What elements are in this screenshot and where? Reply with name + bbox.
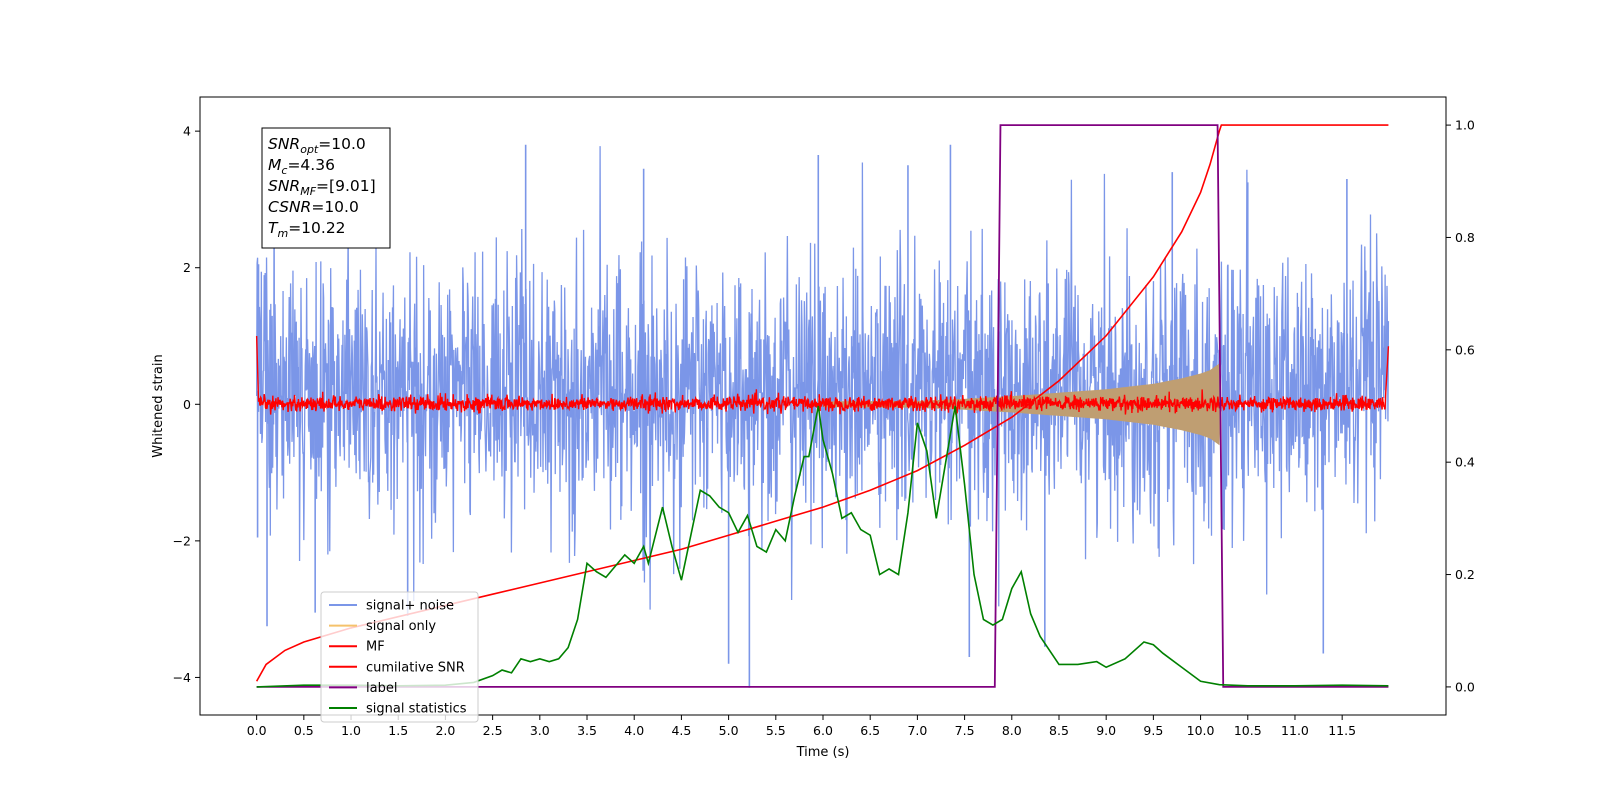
x-tick-label: 1.5 xyxy=(388,723,408,738)
annotation-box xyxy=(261,127,391,249)
legend xyxy=(320,591,479,723)
annotation-line: SNRMF=[9.01] xyxy=(268,177,376,198)
y-tick-label-left: −4 xyxy=(173,670,191,685)
x-tick-label: 10.0 xyxy=(1187,723,1215,738)
x-tick-label: 3.0 xyxy=(530,723,550,738)
y-tick-label-right: 0.0 xyxy=(1455,679,1475,694)
x-tick-label: 6.5 xyxy=(860,723,880,738)
x-tick-label: 9.5 xyxy=(1143,723,1163,738)
x-tick-label: 6.0 xyxy=(813,723,833,738)
legend-label: label xyxy=(366,681,397,696)
x-tick-label: 9.0 xyxy=(1096,723,1116,738)
series-signal-statistics-line xyxy=(256,405,1389,688)
y-tick-label-left: −2 xyxy=(173,533,191,548)
legend-label: signal only xyxy=(366,619,436,634)
x-tick-label: 4.5 xyxy=(671,723,691,738)
legend-label: signal+ noise xyxy=(366,599,454,614)
y-tick-label-left: 2 xyxy=(183,260,191,275)
x-tick-label: 1.0 xyxy=(341,723,361,738)
y-tick-label-right: 0.2 xyxy=(1455,567,1475,582)
series-signal-noise-edge xyxy=(256,264,260,538)
series-mf-line xyxy=(255,335,1390,415)
x-tick-label: 11.5 xyxy=(1328,723,1356,738)
annotation-line: SNRopt=10.0 xyxy=(268,135,366,156)
annotation-line: Tm=10.22 xyxy=(268,219,346,240)
x-tick-label: 8.5 xyxy=(1049,723,1069,738)
x-tick-label: 0.0 xyxy=(247,723,267,738)
x-tick-label: 0.5 xyxy=(294,723,314,738)
legend-label: signal statistics xyxy=(366,702,467,717)
y-tick-label-left: 0 xyxy=(183,397,191,412)
legend-label: MF xyxy=(366,640,385,655)
series-label-line xyxy=(256,124,1389,688)
y-tick-label-right: 1.0 xyxy=(1455,118,1475,133)
x-tick-label: 4.0 xyxy=(624,723,644,738)
y-axis-label: Whitened strain xyxy=(151,354,166,457)
x-tick-label: 7.5 xyxy=(955,723,975,738)
legend-label: cumilative SNR xyxy=(366,660,465,675)
x-tick-label: 2.0 xyxy=(435,723,455,738)
x-tick-label: 11.0 xyxy=(1281,723,1309,738)
y-tick-label-right: 0.4 xyxy=(1455,455,1475,470)
x-tick-label: 2.5 xyxy=(483,723,503,738)
x-tick-label: 8.0 xyxy=(1002,723,1022,738)
y-tick-label-right: 0.8 xyxy=(1455,230,1475,245)
x-axis-label: Time (s) xyxy=(796,745,850,760)
y-tick-label-right: 0.6 xyxy=(1455,342,1475,357)
x-tick-label: 3.5 xyxy=(577,723,597,738)
x-tick-label: 5.5 xyxy=(766,723,786,738)
y-tick-label-left: 4 xyxy=(183,124,191,139)
x-tick-label: 7.0 xyxy=(907,723,927,738)
annotation-line: CSNR=10.0 xyxy=(268,198,359,216)
x-tick-label: 10.5 xyxy=(1234,723,1262,738)
annotation-line: Mc=4.36 xyxy=(268,156,335,177)
x-tick-label: 5.0 xyxy=(719,723,739,738)
